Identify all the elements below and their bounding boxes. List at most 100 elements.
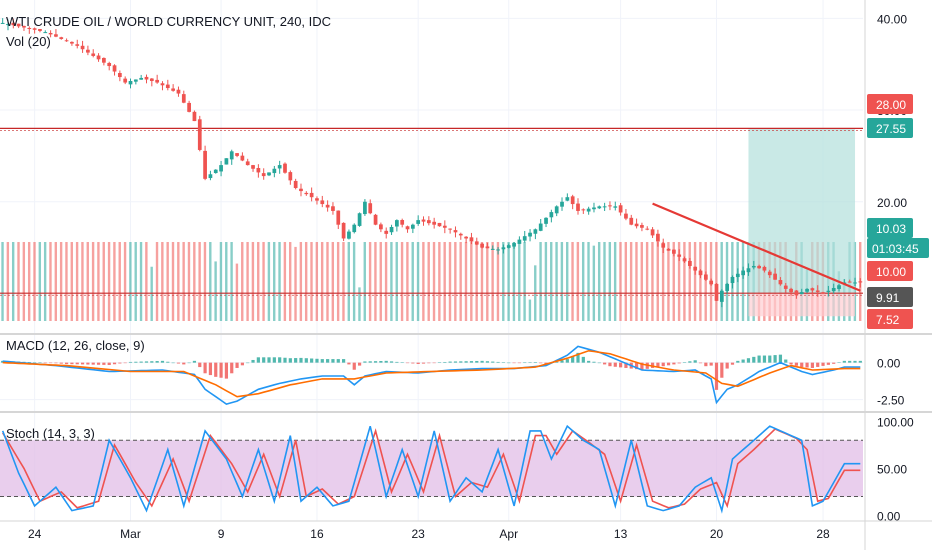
candle-body — [725, 283, 730, 291]
candle-body — [490, 248, 495, 250]
macd-histogram-bar — [230, 362, 234, 374]
candle-body — [32, 28, 37, 30]
macd-histogram-bar — [208, 362, 213, 376]
volume-bar — [747, 242, 750, 321]
macd-histogram-bar — [507, 362, 511, 364]
price-badge-label: 7.52 — [876, 313, 900, 327]
macd-pane[interactable] — [1, 345, 862, 405]
candle-body — [229, 151, 234, 160]
macd-histogram-bar — [251, 359, 255, 363]
macd-histogram-bar — [352, 362, 356, 370]
volume-bar — [235, 263, 239, 321]
candle-body — [672, 249, 676, 254]
macd-histogram-bar — [682, 362, 687, 363]
candle-body — [123, 78, 128, 83]
volume-bar — [379, 242, 382, 321]
candle-body — [805, 288, 809, 292]
candle-body — [27, 27, 32, 29]
candle-body — [389, 226, 394, 233]
candle-body — [384, 230, 389, 234]
volume-bar — [390, 242, 393, 321]
candle-body — [347, 231, 351, 239]
macd-histogram-bar — [86, 362, 90, 365]
stochastic-pane[interactable] — [0, 424, 863, 514]
candle-body — [522, 236, 527, 241]
volume-bar — [411, 242, 414, 321]
macd-histogram-bar — [80, 362, 85, 365]
volume-bar — [331, 242, 335, 321]
candle-body — [613, 206, 618, 208]
stoch-tick-label: 0.00 — [877, 509, 901, 523]
macd-histogram-bar — [198, 362, 202, 368]
macd-histogram-bar — [411, 362, 415, 364]
macd-histogram-bar — [384, 360, 388, 363]
volume-bar — [518, 242, 521, 321]
stoch-axis[interactable]: 100.00 50.00 0.00 — [877, 416, 914, 524]
macd-histogram-bar — [373, 361, 378, 363]
macd-histogram-bar — [501, 362, 506, 363]
volume-bar — [17, 242, 20, 321]
candle-body — [133, 79, 138, 82]
candle-body — [410, 224, 415, 229]
candle-body — [448, 228, 453, 230]
price-pane[interactable] — [0, 18, 863, 321]
candle-body — [144, 76, 149, 80]
macd-histogram-bar — [448, 361, 452, 363]
candle-body — [235, 153, 239, 156]
volume-bar — [134, 242, 137, 321]
macd-histogram-bar — [592, 361, 596, 363]
candle-body — [602, 206, 607, 208]
signal-line — [2, 349, 861, 398]
volume-bar — [661, 242, 665, 321]
macd-histogram-bar — [27, 362, 31, 363]
candle-body — [299, 188, 303, 192]
macd-histogram-bar — [203, 362, 207, 374]
macd-histogram-bar — [746, 358, 751, 363]
volume-bar — [315, 242, 319, 321]
time-axis[interactable]: 24 Mar 9 16 23 Apr 13 20 28 — [28, 527, 830, 541]
stoch-band-fill — [0, 440, 863, 497]
macd-histogram-bar — [112, 362, 117, 365]
volume-bar — [198, 242, 201, 321]
candle-body — [208, 174, 213, 179]
macd-histogram-bar — [102, 362, 106, 365]
candle-body — [538, 223, 543, 231]
macd-histogram-bar — [464, 361, 468, 363]
macd-histogram-bar — [75, 362, 79, 365]
volume-bar — [267, 242, 271, 321]
candle-body — [576, 203, 580, 211]
volume-bar — [38, 242, 42, 321]
stoch-tick-label: 100.00 — [877, 416, 914, 430]
macd-histogram-bar — [826, 362, 830, 365]
candle-body — [80, 45, 85, 50]
candle-body — [54, 34, 58, 37]
time-tick-label: 24 — [28, 527, 42, 541]
trendline-segment[interactable] — [652, 202, 861, 292]
macd-histogram-bar — [773, 355, 777, 363]
macd-histogram-bar — [794, 362, 799, 366]
macd-histogram-bar — [560, 360, 564, 363]
volume-bar — [523, 242, 526, 321]
price-badge — [867, 261, 913, 281]
candle-body — [757, 265, 761, 269]
horizontal-levels[interactable] — [0, 127, 863, 296]
macd-histogram-bar — [597, 362, 601, 364]
candle-body — [730, 276, 735, 284]
macd-histogram-bar — [666, 362, 671, 366]
volume-bar — [86, 242, 89, 321]
candle-body — [176, 89, 181, 94]
macd-histogram-bar — [677, 362, 681, 364]
macd-histogram-bar — [496, 361, 500, 363]
candle-body — [224, 158, 229, 165]
volume-bar — [347, 242, 350, 321]
position-stop-zone[interactable] — [748, 293, 856, 317]
candle-body — [565, 197, 570, 201]
volume-bar — [576, 242, 580, 321]
macd-axis[interactable]: 0.00 -2.50 — [877, 357, 905, 408]
candle-body — [608, 205, 612, 207]
candle-body — [304, 192, 309, 195]
volume-bar — [613, 242, 617, 321]
trendline[interactable] — [652, 202, 861, 292]
macd-histogram-bar — [453, 361, 458, 363]
